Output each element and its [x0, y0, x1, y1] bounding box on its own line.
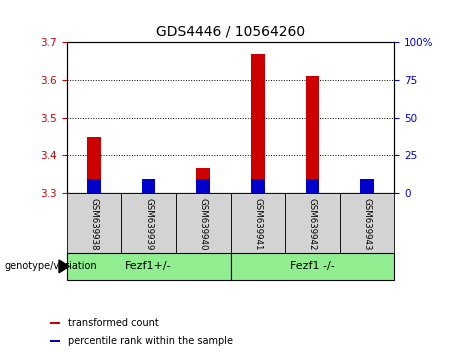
Bar	[142, 180, 155, 193]
Text: Fezf1 -/-: Fezf1 -/-	[290, 261, 335, 272]
Bar	[176, 193, 230, 253]
Bar	[142, 179, 155, 193]
Text: genotype/variation: genotype/variation	[5, 261, 97, 272]
Bar	[67, 193, 121, 253]
Text: GSM639943: GSM639943	[362, 198, 372, 250]
Text: Fezf1+/-: Fezf1+/-	[125, 261, 172, 272]
Text: GSM639942: GSM639942	[308, 198, 317, 250]
Bar	[230, 193, 285, 253]
Polygon shape	[59, 260, 69, 273]
Bar	[360, 182, 374, 193]
Bar	[306, 179, 319, 193]
Text: GSM639940: GSM639940	[199, 198, 208, 250]
Text: GSM639939: GSM639939	[144, 198, 153, 250]
Bar	[50, 322, 60, 324]
Bar	[360, 179, 374, 193]
Text: GSM639941: GSM639941	[253, 198, 262, 250]
Text: percentile rank within the sample: percentile rank within the sample	[68, 336, 233, 346]
Title: GDS4446 / 10564260: GDS4446 / 10564260	[156, 24, 305, 39]
Bar	[285, 193, 340, 253]
Text: GSM639938: GSM639938	[89, 198, 99, 250]
Bar	[196, 169, 210, 193]
Bar	[196, 179, 210, 193]
Bar	[230, 253, 394, 280]
Bar	[251, 179, 265, 193]
Bar	[306, 76, 319, 193]
Bar	[251, 54, 265, 193]
Text: transformed count: transformed count	[68, 319, 159, 329]
Bar	[340, 193, 394, 253]
Bar	[87, 137, 101, 193]
Bar	[50, 340, 60, 342]
Bar	[121, 193, 176, 253]
Bar	[87, 179, 101, 193]
Bar	[67, 253, 230, 280]
